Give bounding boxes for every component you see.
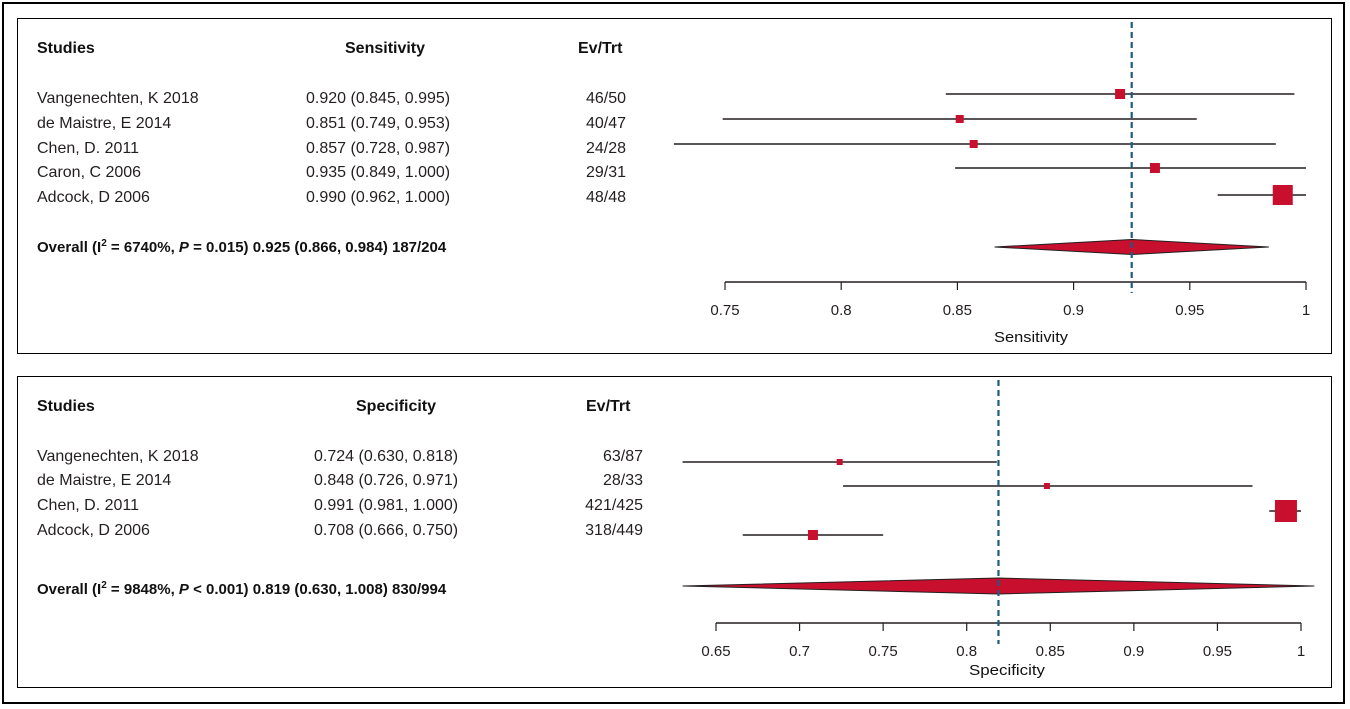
point-estimate-marker: [1043, 483, 1050, 489]
sensitivity-plot-area: 0.75 0.8 0.85 0.9 0.95 1: [673, 22, 1310, 319]
point-estimate-marker: [836, 459, 843, 465]
study-estimate: 0.990 (0.962, 1.000): [306, 189, 450, 206]
study-name: Chen, D. 2011: [37, 140, 139, 157]
study-name: Chen, D. 2011: [37, 497, 139, 514]
study-estimate: 0.857 (0.728, 0.987): [306, 140, 450, 157]
overall-superscript: 2: [101, 238, 107, 249]
point-estimate-marker: [1149, 163, 1160, 173]
specificity-forest-panel: Studies Specificity Ev/Trt Vangenechten,…: [17, 376, 1332, 688]
header-studies: Studies: [37, 40, 95, 57]
study-estimate: 0.724 (0.630, 0.818): [314, 448, 458, 465]
study-estimate: 0.991 (0.981, 1.000): [314, 497, 458, 514]
header-metric: Sensitivity: [345, 40, 425, 57]
specificity-plot-area: 0.65 0.7 0.75 0.8 0.85 0.9 0.95 1: [682, 380, 1315, 660]
study-row: Chen, D. 2011 0.857 (0.728, 0.987) 24/28: [37, 140, 626, 157]
overall-superscript: 2: [101, 580, 107, 591]
x-tick-label: 0.95: [1175, 302, 1204, 319]
sensitivity-forest-panel: Studies Sensitivity Ev/Trt Vangenechten,…: [17, 18, 1332, 354]
study-row: Caron, C 2006 0.935 (0.849, 1.000) 29/31: [37, 164, 626, 181]
point-estimate-marker: [1274, 500, 1297, 522]
overall-p-letter: P: [179, 581, 190, 598]
x-tick-label: 0.8: [956, 643, 977, 660]
overall-prefix: Overall (I: [37, 239, 101, 256]
study-row: Adcock, D 2006 0.708 (0.666, 0.750) 318/…: [37, 522, 643, 539]
study-events: 63/87: [603, 448, 643, 465]
x-tick-label: 0.85: [1036, 643, 1065, 660]
sensitivity-forest-plot: Studies Sensitivity Ev/Trt Vangenechten,…: [37, 22, 1310, 346]
point-estimate-marker: [1115, 89, 1126, 99]
x-tick-label: 1: [1302, 302, 1310, 319]
study-name: Vangenechten, K 2018: [37, 90, 199, 107]
point-estimate-marker: [807, 530, 818, 540]
overall-prefix: Overall (I: [37, 581, 101, 598]
x-tick-label: 0.75: [869, 643, 898, 660]
study-row: de Maistre, E 2014 0.851 (0.749, 0.953) …: [37, 115, 626, 132]
x-tick-label: 0.9: [1063, 302, 1084, 319]
study-name: Vangenechten, K 2018: [37, 448, 199, 465]
study-events: 318/449: [585, 522, 643, 539]
overall-summary-text: Overall (I2 = 6740%, P = 0.015) 0.925 (0…: [37, 238, 447, 256]
study-name: Caron, C 2006: [37, 164, 141, 181]
x-tick-label: 0.9: [1123, 643, 1144, 660]
study-row: Vangenechten, K 2018 0.920 (0.845, 0.995…: [37, 90, 626, 107]
study-row: Chen, D. 2011 0.991 (0.981, 1.000) 421/4…: [37, 497, 643, 514]
x-tick-label: 0.75: [710, 302, 739, 319]
overall-p-value: = 0.015) 0.925 (0.866, 0.984) 187/204: [189, 239, 447, 256]
header-metric: Specificity: [356, 398, 436, 415]
header-events: Ev/Trt: [578, 40, 623, 57]
point-estimate-marker: [1272, 185, 1293, 205]
x-tick-label: 0.65: [701, 643, 730, 660]
study-estimate: 0.935 (0.849, 1.000): [306, 164, 450, 181]
study-row: Vangenechten, K 2018 0.724 (0.630, 0.818…: [37, 448, 643, 465]
study-name: Adcock, D 2006: [37, 522, 150, 539]
point-estimate-marker: [969, 140, 978, 148]
study-events: 48/48: [586, 189, 626, 206]
study-events: 40/47: [586, 115, 626, 132]
study-events: 421/425: [585, 497, 643, 514]
overall-stat: = 9848%,: [107, 581, 179, 598]
study-events: 24/28: [586, 140, 626, 157]
x-axis-label: Specificity: [969, 662, 1046, 679]
overall-p-letter: P: [179, 239, 190, 256]
specificity-forest-plot: Studies Specificity Ev/Trt Vangenechten,…: [37, 380, 1315, 679]
x-tick-label: 0.8: [831, 302, 852, 319]
overall-stat: = 6740%,: [107, 239, 179, 256]
x-axis-label: Sensitivity: [994, 329, 1069, 346]
study-estimate: 0.848 (0.726, 0.971): [314, 472, 458, 489]
header-events: Ev/Trt: [586, 398, 631, 415]
study-events: 28/33: [603, 472, 643, 489]
x-tick-label: 0.85: [943, 302, 972, 319]
study-events: 46/50: [586, 90, 626, 107]
study-estimate: 0.708 (0.666, 0.750): [314, 522, 458, 539]
x-tick-label: 0.7: [789, 643, 810, 660]
study-name: de Maistre, E 2014: [37, 115, 171, 132]
overall-summary-text: Overall (I2 = 9848%, P < 0.001) 0.819 (0…: [37, 580, 447, 598]
study-row: de Maistre, E 2014 0.848 (0.726, 0.971) …: [37, 472, 643, 489]
study-events: 29/31: [586, 164, 626, 181]
study-estimate: 0.920 (0.845, 0.995): [306, 90, 450, 107]
study-estimate: 0.851 (0.749, 0.953): [306, 115, 450, 132]
x-tick-label: 0.95: [1203, 643, 1232, 660]
point-estimate-marker: [955, 115, 964, 123]
x-tick-label: 1: [1297, 643, 1305, 660]
study-row: Adcock, D 2006 0.990 (0.962, 1.000) 48/4…: [37, 189, 626, 206]
overall-p-value: < 0.001) 0.819 (0.630, 1.008) 830/994: [189, 581, 447, 598]
study-name: de Maistre, E 2014: [37, 472, 171, 489]
header-studies: Studies: [37, 398, 95, 415]
study-name: Adcock, D 2006: [37, 189, 150, 206]
